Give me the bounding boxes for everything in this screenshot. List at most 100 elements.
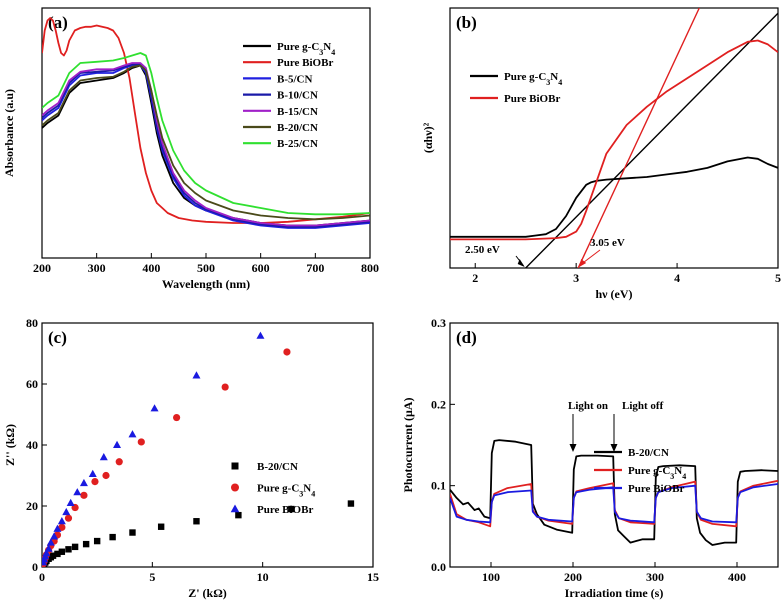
y-axis-label: (αhν)² (421, 122, 435, 153)
legend-marker (231, 462, 239, 470)
legend-label: B-5/CN (277, 73, 313, 85)
x-tick-label: 5 (775, 271, 781, 285)
series-line (42, 64, 370, 229)
plot-area (450, 8, 778, 268)
panel-label: (a) (48, 13, 68, 32)
fit-line (525, 12, 778, 268)
legend-label: Pure g-C3N4 (277, 41, 335, 57)
panel-c: 0 5 10 15 0 20 40 60 80 Z' (kΩ) Z'' (kΩ) (c) B-20/CN… (3, 316, 379, 600)
legend-label: Pure g-C3N4 (628, 465, 686, 481)
plot-area (42, 17, 370, 229)
panel-d: 100 200 300 400 0.0 0.1 0.2 0.3 Irradiation time… (401, 316, 779, 600)
legend-label: Pure BiOBr (257, 504, 313, 516)
x-tick-label: 800 (361, 261, 379, 275)
x-tick-label: 200 (33, 261, 51, 275)
y-tick-label: 0.2 (431, 397, 446, 411)
data-point (54, 550, 61, 558)
data-point (173, 413, 181, 422)
x-axis-label: Irradiation time (s) (565, 586, 664, 600)
data-point (347, 500, 355, 507)
data-point (283, 348, 291, 356)
data-point (113, 440, 122, 448)
y-axis-label: Z'' (kΩ) (3, 424, 17, 466)
x-tick-label: 600 (252, 261, 270, 275)
legend-label: B-20/CN (628, 447, 669, 459)
data-point (44, 544, 53, 552)
data-point (235, 511, 242, 519)
data-point (128, 430, 137, 438)
series-line (42, 52, 370, 216)
series-line (42, 64, 370, 221)
data-point (129, 529, 136, 536)
x-axis-label: hν (eV) (595, 287, 632, 301)
annotation-light-off: Light off (622, 400, 664, 412)
plot-area (42, 331, 355, 567)
data-point (58, 548, 66, 555)
legend-marker (230, 504, 240, 513)
plot-frame (41, 322, 374, 568)
series-line (42, 63, 370, 228)
data-point (79, 478, 88, 487)
annotation-bandgap-cn: 2.50 eV (465, 244, 500, 256)
data-point (71, 543, 79, 551)
panel-label: (d) (456, 328, 477, 347)
data-point (50, 532, 59, 540)
annotation-arrowhead (610, 444, 618, 452)
data-point (93, 537, 101, 545)
data-point (157, 523, 165, 530)
x-axis-label: Z' (kΩ) (188, 586, 227, 600)
series-2 (42, 331, 265, 566)
x-tick-label: 15 (367, 570, 379, 584)
y-tick-label: 60 (26, 377, 38, 391)
x-tick-label: 300 (646, 570, 664, 584)
legend-label: Pure BiOBr (504, 93, 560, 105)
data-point (46, 538, 55, 546)
data-point (193, 518, 200, 525)
x-axis-label: Wavelength (nm) (162, 277, 250, 291)
legend-label: B-25/CN (277, 138, 318, 150)
series-line (42, 17, 370, 224)
data-point (82, 540, 90, 548)
x-tick-label: 0 (39, 570, 45, 584)
x-tick-label: 300 (88, 261, 106, 275)
data-point (80, 491, 88, 499)
data-point (91, 478, 99, 486)
data-point (73, 488, 82, 496)
plot-frame (449, 7, 779, 269)
data-point (49, 552, 57, 559)
series-line (450, 156, 778, 238)
data-point (256, 331, 265, 339)
x-tick-label: 500 (197, 261, 215, 275)
x-tick-label: 5 (149, 570, 155, 584)
plot-frame (41, 7, 371, 259)
series-line (450, 39, 778, 241)
data-point (221, 383, 229, 391)
y-tick-label: 0.3 (431, 316, 446, 330)
plot-area (450, 439, 778, 546)
plot-frame (449, 322, 779, 568)
data-point (150, 404, 159, 412)
legend-label: Pure g-C3N4 (257, 483, 315, 499)
x-tick-label: 200 (564, 570, 582, 584)
y-tick-label: 20 (26, 499, 38, 513)
data-point (66, 498, 75, 506)
legend-label: Pure BiOBr (628, 483, 684, 495)
x-tick-label: 400 (728, 570, 746, 584)
y-axis-label: Photocurrent (μA) (401, 398, 415, 493)
annotation-light-on: Light on (568, 400, 608, 412)
y-tick-label: 0.0 (431, 560, 446, 574)
data-point (192, 371, 201, 379)
x-tick-label: 100 (482, 570, 500, 584)
series-1 (42, 348, 291, 567)
data-point (115, 458, 123, 466)
annotation-arrowhead (579, 259, 587, 267)
x-tick-label: 2 (472, 271, 478, 285)
series-line (42, 64, 370, 227)
data-point (58, 523, 66, 531)
panel-label: (c) (48, 328, 67, 347)
legend-label: B-15/CN (277, 106, 318, 118)
data-point (99, 453, 108, 461)
data-point (109, 533, 116, 541)
data-point (64, 514, 73, 522)
x-tick-label: 3 (573, 271, 579, 285)
